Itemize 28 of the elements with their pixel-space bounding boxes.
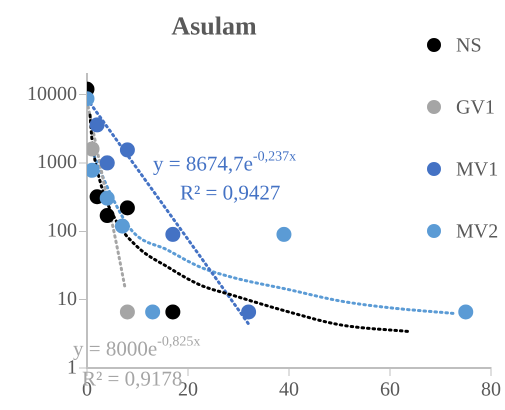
- chart-title: Asulam: [171, 12, 257, 41]
- y-tick-label: 1000: [37, 151, 77, 174]
- y-tick-label: 10: [57, 288, 77, 310]
- point: [120, 200, 135, 216]
- point: [165, 304, 180, 320]
- point: [87, 141, 100, 156]
- legend-label: GV1: [456, 96, 495, 118]
- point: [241, 304, 256, 320]
- line-series: [88, 114, 412, 334]
- annotation: R² = 0,9427: [180, 180, 280, 205]
- x-tick-label: 40: [279, 378, 299, 400]
- legend-label: MV1: [456, 158, 498, 180]
- point: [90, 117, 105, 132]
- point: [458, 304, 474, 320]
- x-tick-label: 80: [481, 378, 501, 400]
- y-tick-label: 10000: [27, 82, 77, 105]
- legend-label: MV2: [456, 220, 498, 242]
- point: [145, 304, 160, 320]
- y-tick-label: 100: [47, 220, 77, 242]
- point: [120, 304, 135, 320]
- point: [100, 190, 115, 206]
- point: [114, 218, 130, 234]
- point: [100, 208, 115, 224]
- point: [276, 226, 292, 242]
- point: [165, 226, 180, 242]
- legend-label: NS: [456, 34, 482, 56]
- point: [120, 142, 135, 158]
- x-tick-label: 60: [380, 378, 400, 400]
